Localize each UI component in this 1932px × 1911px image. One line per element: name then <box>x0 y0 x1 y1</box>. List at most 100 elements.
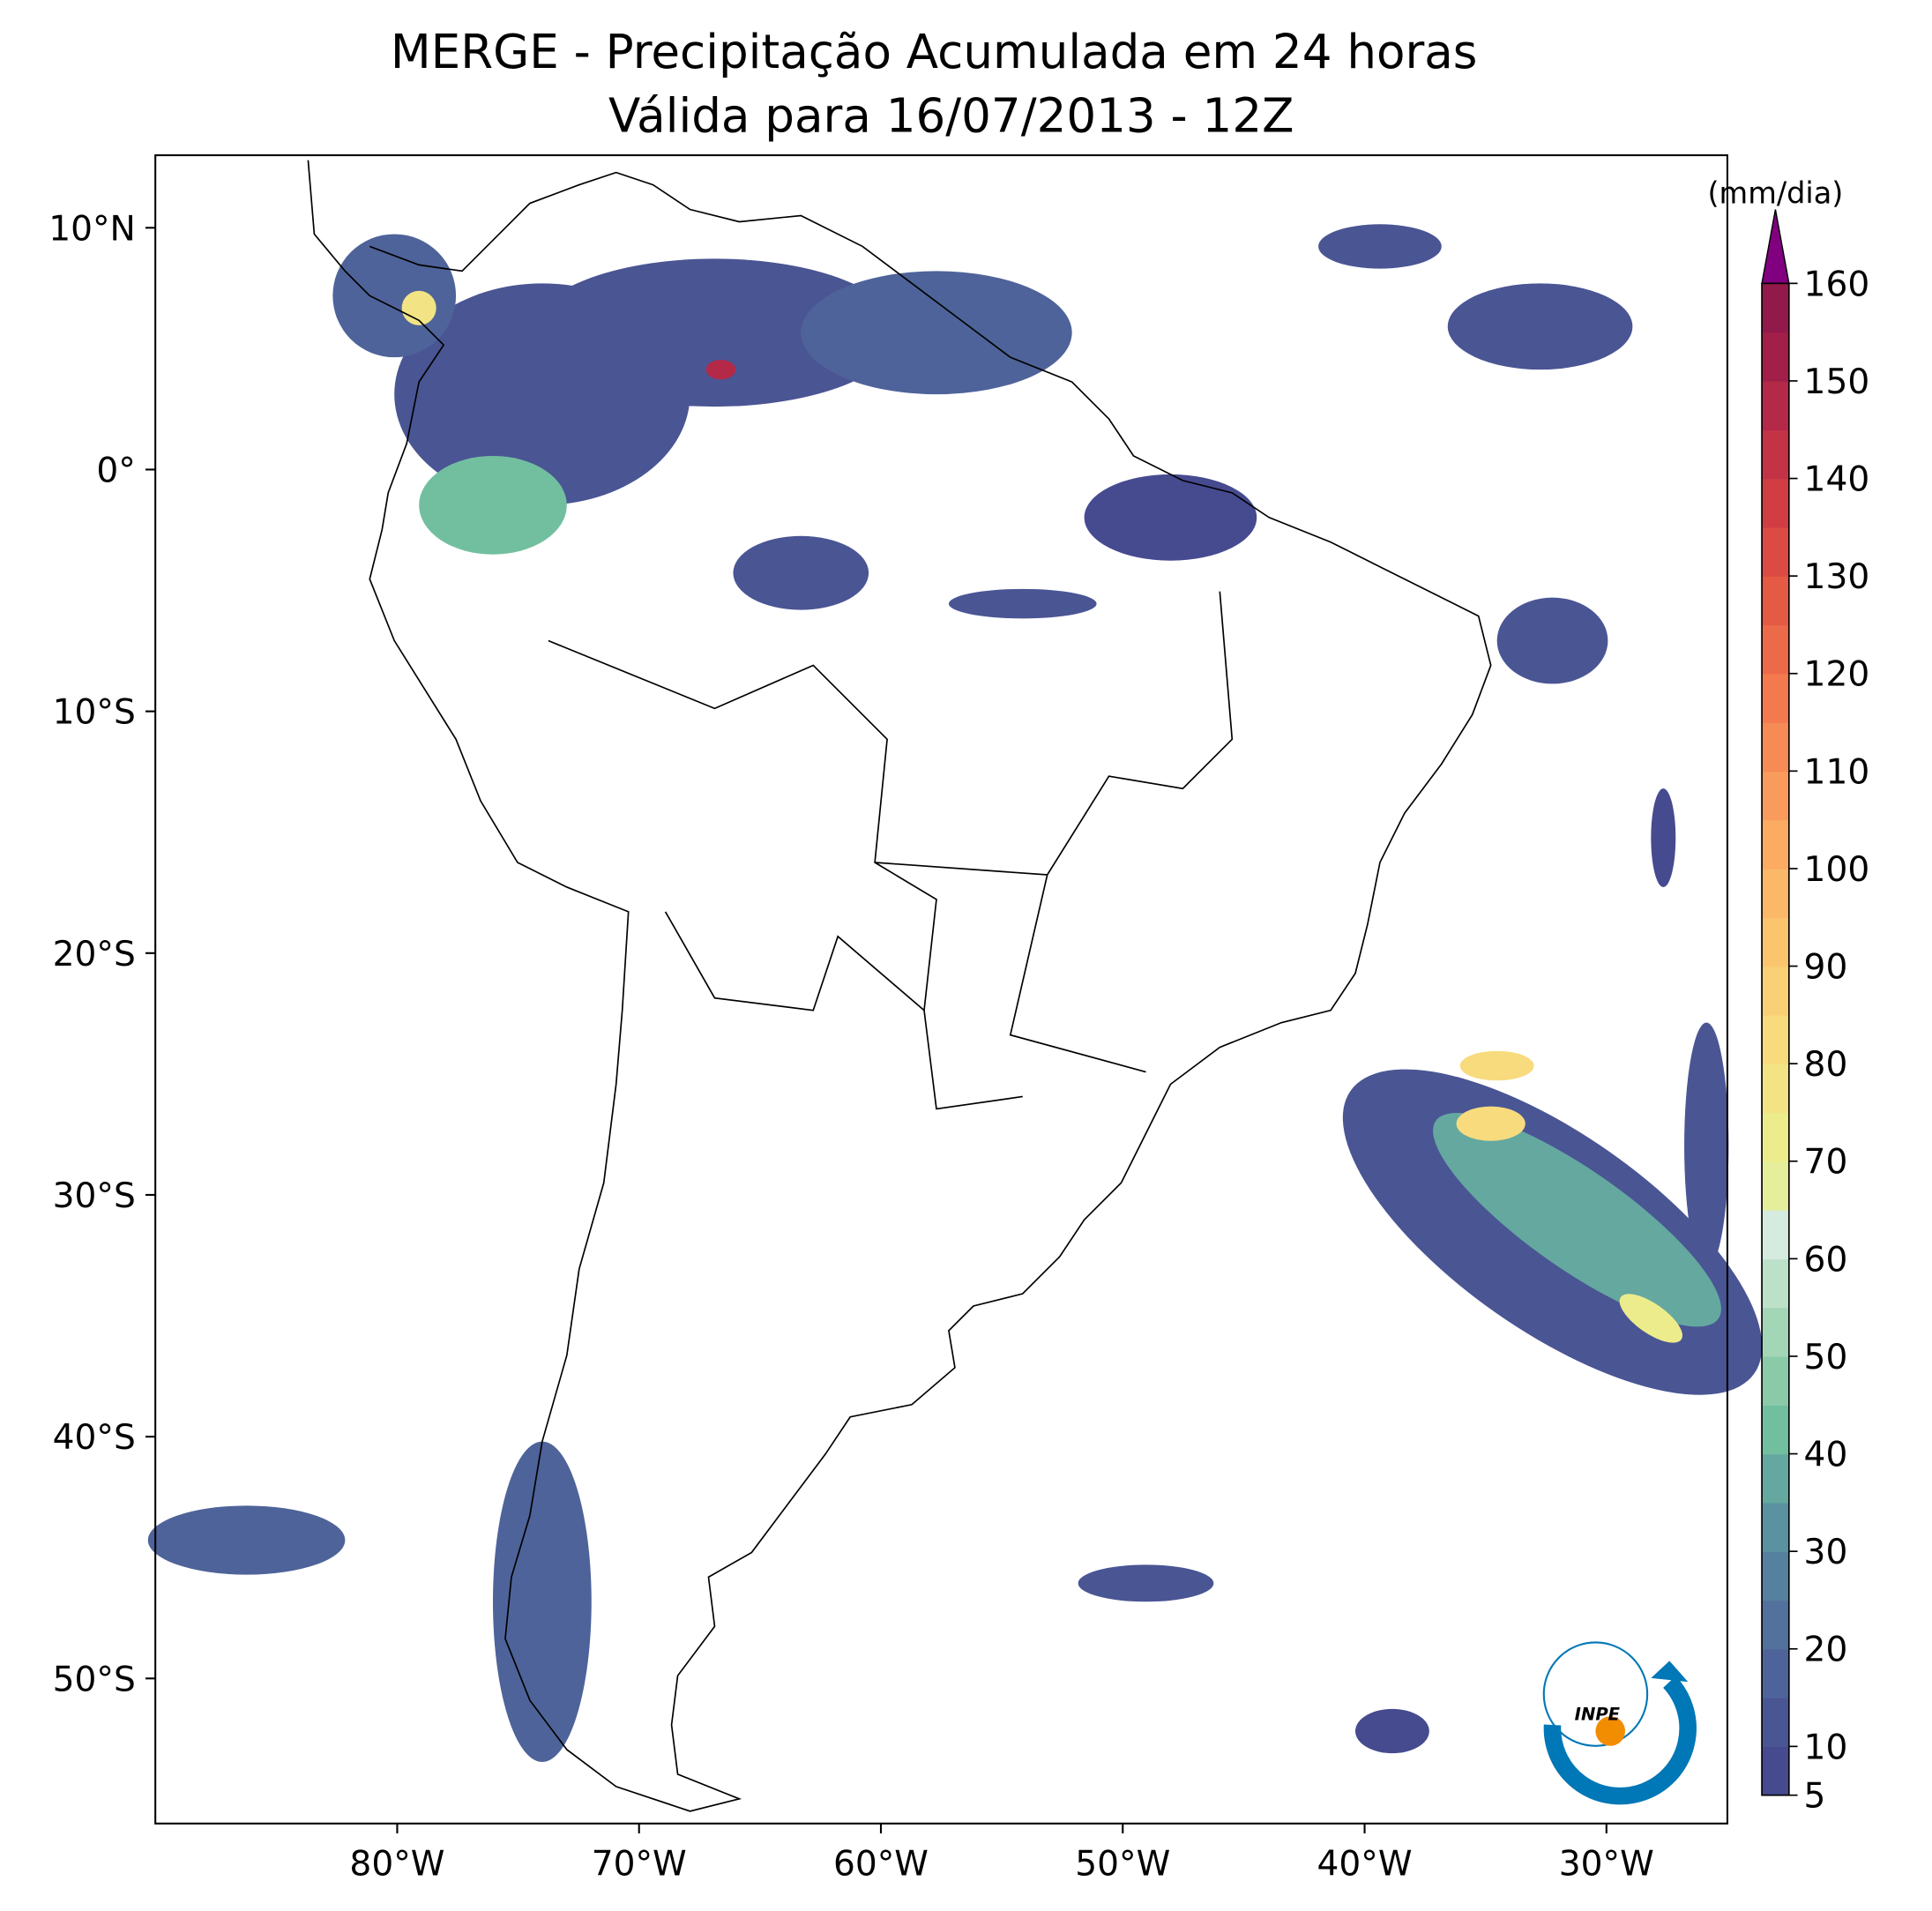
colorbar-band <box>1762 868 1789 918</box>
colorbar-band <box>1762 1355 1789 1406</box>
colorbar-label: (mm/dia) <box>1707 176 1843 211</box>
colorbar-band <box>1762 1258 1789 1309</box>
colorbar-band <box>1762 332 1789 382</box>
colorbar-tick-label: 5 <box>1804 1777 1826 1817</box>
y-tick-label: 20°S <box>53 935 136 974</box>
rain-area <box>529 258 900 407</box>
precipitation <box>147 224 1763 1762</box>
x-tick-label: 70°W <box>592 1844 687 1884</box>
colorbar-tick-label: 30 <box>1804 1533 1848 1572</box>
colorbar-band <box>1762 673 1789 723</box>
rain-area <box>419 455 567 555</box>
colorbar-band <box>1762 966 1789 1016</box>
rain-area <box>1447 283 1633 370</box>
rain-area <box>1456 1106 1525 1141</box>
rain-area <box>1619 1294 1682 1343</box>
colorbar: 5 10 20 30 40 50 60 70 80 90 100 110 120 130 140 150 160… <box>1707 176 1869 1817</box>
colorbar-band <box>1762 1014 1789 1064</box>
rain-area <box>492 1441 592 1762</box>
y-tick-label: 40°S <box>53 1418 136 1458</box>
y-tick-label: 10°S <box>53 693 136 733</box>
colorbar-band <box>1762 722 1789 773</box>
rain-area <box>1078 1564 1214 1602</box>
colorbar-tick-label: 110 <box>1804 752 1870 792</box>
y-tick-label: 10°N <box>48 209 136 249</box>
colorbar-band <box>1762 1307 1789 1357</box>
map-area: INPE <box>147 153 1763 1825</box>
colorbar-band <box>1762 1502 1789 1552</box>
colorbar-band <box>1762 526 1789 577</box>
colorbar-tick-label: 120 <box>1804 655 1870 695</box>
colorbar-band <box>1762 1698 1789 1748</box>
rain-area <box>1084 474 1257 561</box>
colorbar-tick-label: 150 <box>1804 362 1870 402</box>
subtitle: Válida para 16/07/2013 - 12Z <box>608 88 1294 143</box>
x-tick-label: 40°W <box>1317 1844 1413 1884</box>
logo-arrow <box>1651 1661 1689 1683</box>
border <box>548 591 1234 1110</box>
colorbar-tick-label: 70 <box>1804 1143 1848 1183</box>
colorbar-tick-label: 130 <box>1804 557 1870 597</box>
coastline <box>307 160 1492 1812</box>
rain-area <box>1651 788 1676 887</box>
colorbar-tick-label: 50 <box>1804 1338 1848 1377</box>
x-tick-label: 30°W <box>1559 1844 1654 1884</box>
y-tick-label: 30°S <box>53 1176 136 1216</box>
colorbar-tick-label: 40 <box>1804 1436 1848 1475</box>
colorbar-band <box>1762 429 1789 480</box>
colorbar-tick-label: 90 <box>1804 948 1848 988</box>
map-background <box>155 155 1727 1824</box>
rain-area <box>1496 597 1608 684</box>
colorbar-band <box>1762 380 1789 430</box>
colorbar-band <box>1762 1064 1789 1114</box>
title: MERGE - Precipitação Acumulada em 24 hor… <box>391 25 1478 79</box>
colorbar-band <box>1762 1648 1789 1698</box>
rain-area <box>1355 1708 1429 1754</box>
colorbar-band <box>1762 1112 1789 1162</box>
colorbar-frame <box>1761 282 1790 1796</box>
rain-area <box>1318 224 1442 269</box>
colorbar-band <box>1762 478 1789 528</box>
colorbar-band <box>1762 283 1789 333</box>
colorbar-band <box>1762 576 1789 626</box>
logo-orbit <box>1542 1641 1649 1747</box>
rain-area <box>1433 1113 1721 1327</box>
x-tick-label: 80°W <box>349 1844 444 1884</box>
rain-area <box>948 588 1097 619</box>
logo-sun <box>1595 1716 1625 1746</box>
colorbar-tick-label: 100 <box>1804 850 1870 890</box>
x-tick-label: 60°W <box>833 1844 929 1884</box>
colorbar-extend <box>1761 209 1790 285</box>
colorbar-band <box>1762 1551 1789 1601</box>
y-tick-label: 0° <box>96 451 135 490</box>
y-tick-label: 50°S <box>53 1660 136 1699</box>
rain-area <box>147 1505 346 1575</box>
logo-arc <box>1543 1676 1697 1805</box>
colorbar-tick-label: 20 <box>1804 1631 1848 1670</box>
rain-area <box>1459 1050 1534 1081</box>
colorbar-band <box>1762 819 1789 870</box>
colorbar-band <box>1762 771 1789 821</box>
colorbar-tick-label: 60 <box>1804 1240 1848 1280</box>
colorbar-band <box>1762 1405 1789 1455</box>
x-tick-label: 50°W <box>1075 1844 1170 1884</box>
colorbar-band <box>1762 1161 1789 1211</box>
colorbar-band <box>1762 1746 1789 1796</box>
colorbar-tick-label: 140 <box>1804 460 1870 500</box>
colorbar-band <box>1762 1453 1789 1504</box>
colorbar-tick-label: 160 <box>1804 265 1870 304</box>
logo-text: INPE <box>1575 1704 1621 1724</box>
rain-area <box>733 535 869 610</box>
rain-area <box>1684 1022 1729 1270</box>
colorbar-band <box>1762 1210 1789 1260</box>
colorbar-band <box>1762 917 1789 967</box>
map-frame <box>154 153 1728 1825</box>
colorbar-tick-label: 80 <box>1804 1045 1848 1085</box>
colorbar-tick-label: 10 <box>1804 1728 1848 1767</box>
rain-area <box>801 271 1072 395</box>
colorbar-band <box>1762 624 1789 675</box>
inpe-logo: INPE <box>1542 1641 1697 1805</box>
rain-area <box>705 359 736 380</box>
